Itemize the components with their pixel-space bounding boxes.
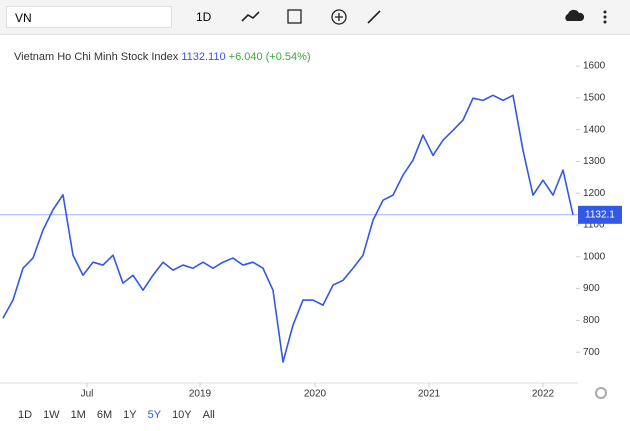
y-tick-label: 1400 <box>583 124 606 135</box>
y-tick-label: 1100 <box>583 220 605 231</box>
y-tick-label: 700 <box>583 347 600 358</box>
y-tick-label: 1600 <box>583 61 606 72</box>
range-button[interactable]: 10Y <box>172 409 192 421</box>
y-tick-label: 1200 <box>583 188 606 199</box>
x-tick-label: 2021 <box>418 389 441 400</box>
range-button[interactable]: 5Y <box>147 409 162 421</box>
chart-title: Vietnam Ho Chi Minh Stock Index 1132.110… <box>14 51 311 63</box>
x-tick-label: 2022 <box>532 389 555 400</box>
symbol-input[interactable]: VN <box>6 6 172 28</box>
chart-type-icon[interactable] <box>241 11 260 22</box>
chart: Vietnam Ho Chi Minh Stock Index 1132.110… <box>0 51 622 400</box>
range-buttons: 1D 1W 1M 6M 1Y 5Y 10Y All <box>18 409 215 421</box>
menu-dot[interactable] <box>603 15 607 19</box>
toolbar: VN 1D <box>0 0 630 35</box>
range-button[interactable]: 1D <box>18 409 33 421</box>
price-line-series <box>2 94 574 363</box>
draw-icon[interactable] <box>367 10 381 24</box>
range-button[interactable]: All <box>202 409 215 421</box>
range-button[interactable]: 6M <box>96 409 113 421</box>
range-button[interactable]: 1W <box>43 409 60 421</box>
add-icon[interactable] <box>331 9 347 25</box>
toolbar-icons <box>241 9 607 25</box>
x-tick-label: 2019 <box>189 389 212 400</box>
interval-button[interactable]: 1D <box>196 10 212 24</box>
change: +6.040 (+0.54%) <box>229 51 311 63</box>
y-tick-label: 1300 <box>583 156 606 167</box>
price-tag <box>578 205 622 224</box>
menu-dot[interactable] <box>603 10 607 14</box>
download-icon[interactable] <box>565 9 585 21</box>
x-tick-label: Jul <box>81 389 94 400</box>
y-tick-label: 800 <box>583 315 600 326</box>
y-tick-label: 1500 <box>583 92 606 103</box>
index-name: Vietnam Ho Chi Minh Stock Index <box>14 51 179 63</box>
calendar-icon[interactable] <box>287 9 302 24</box>
price: 1132.110 <box>181 51 225 63</box>
price-tag-label: 1132.1 <box>585 209 615 220</box>
x-tick-label: 2020 <box>304 389 327 400</box>
range-button[interactable]: 1Y <box>123 409 137 421</box>
y-tick-label: 900 <box>583 283 600 294</box>
range-button[interactable]: 1M <box>70 409 86 421</box>
menu-dot[interactable] <box>603 20 607 24</box>
settings-icon[interactable] <box>595 387 607 399</box>
y-tick-label: 1000 <box>583 251 606 262</box>
add-plus <box>335 13 343 21</box>
